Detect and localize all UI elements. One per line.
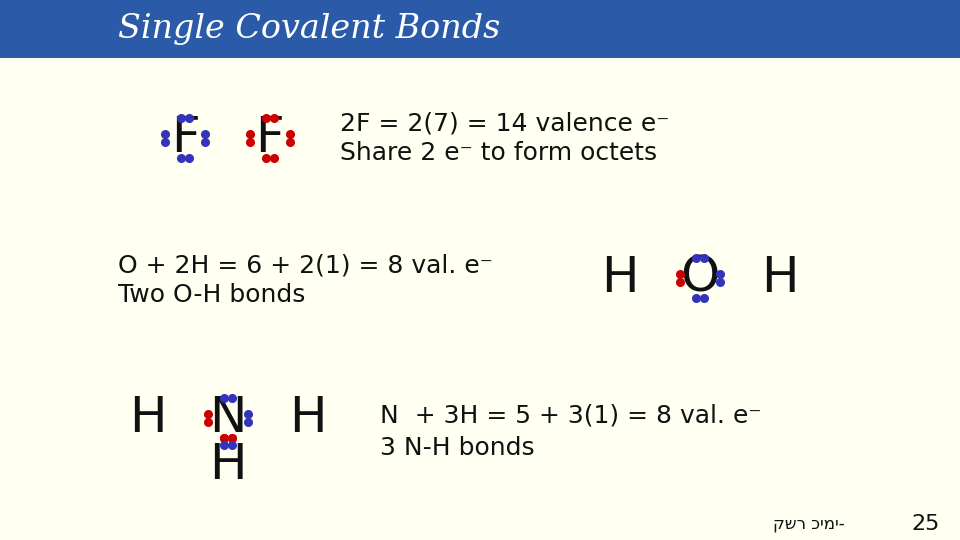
Text: H: H [130,394,167,442]
Text: Two O-H bonds: Two O-H bonds [118,283,305,307]
Text: Share 2 e⁻ to form octets: Share 2 e⁻ to form octets [340,141,658,165]
Text: קשר כימי-: קשר כימי- [774,515,845,533]
Text: N: N [209,394,247,442]
Text: N  + 3H = 5 + 3(1) = 8 val. e⁻: N + 3H = 5 + 3(1) = 8 val. e⁻ [380,403,761,427]
Bar [0,0,960,58]
Text: 2F = 2(7) = 14 valence e⁻: 2F = 2(7) = 14 valence e⁻ [340,111,669,135]
Text: F: F [255,114,284,162]
Text: H: H [289,394,326,442]
Text: F: F [171,114,200,162]
Text: 25: 25 [912,514,940,534]
Text: O + 2H = 6 + 2(1) = 8 val. e⁻: O + 2H = 6 + 2(1) = 8 val. e⁻ [118,253,492,277]
Text: H: H [601,254,638,302]
Text: 3 N-H bonds: 3 N-H bonds [380,436,535,460]
Text: O: O [681,254,720,302]
Text: H: H [761,254,799,302]
Text: H: H [209,441,247,489]
Text: Single Covalent Bonds: Single Covalent Bonds [118,13,500,45]
